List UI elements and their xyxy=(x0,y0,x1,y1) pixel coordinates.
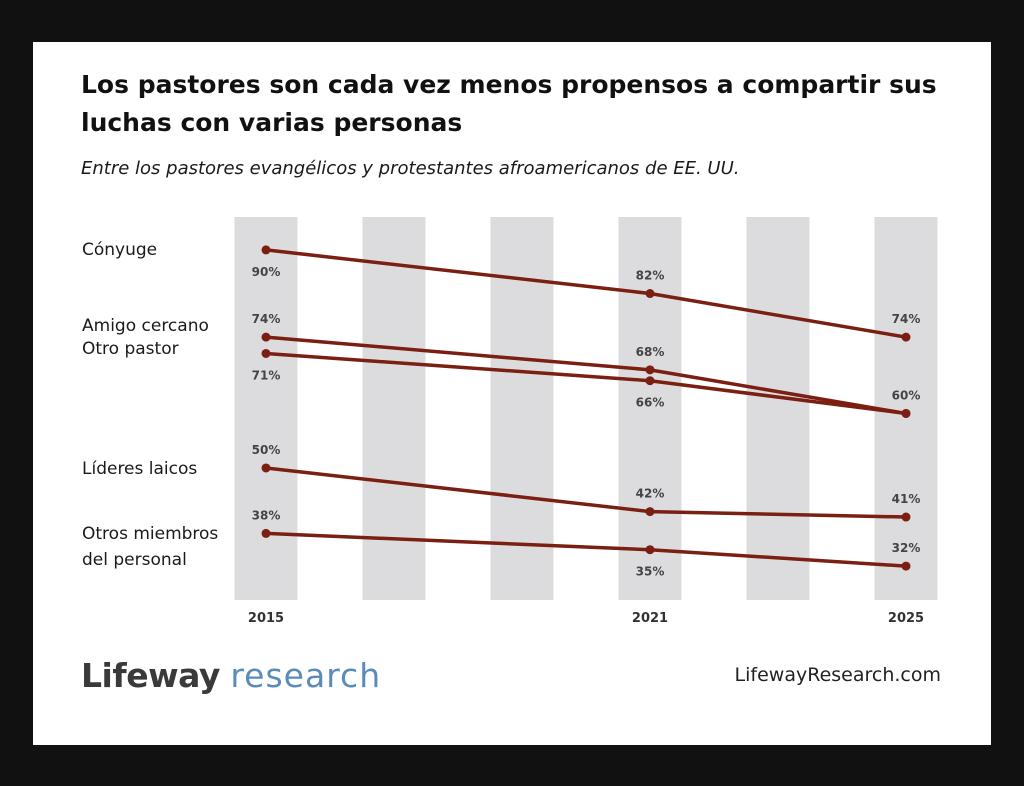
x-tick-label: 2015 xyxy=(248,611,284,626)
chart-title: Los pastores son cada vez menos propenso… xyxy=(81,70,937,137)
logo-lifeway-text: Lifeway xyxy=(81,656,220,695)
data-point xyxy=(901,408,911,418)
series-line xyxy=(265,248,907,339)
data-label: 68% xyxy=(636,345,665,359)
data-point xyxy=(645,545,655,555)
data-point xyxy=(261,528,271,538)
series-name-label: Otros miembros del personal xyxy=(82,524,218,570)
website-url: LifewayResearch.com xyxy=(734,664,941,686)
series-line xyxy=(265,531,907,568)
data-label: 66% xyxy=(636,396,665,410)
data-label: 42% xyxy=(636,487,665,501)
lifeway-research-logo: Lifeway research xyxy=(81,654,381,698)
series-name-label: Cónyuge xyxy=(82,240,157,260)
data-point xyxy=(261,463,271,473)
data-point xyxy=(645,376,655,386)
data-label: 60% xyxy=(892,388,921,402)
series-name-label: Amigo cercano xyxy=(82,316,209,336)
x-tick-label: 2025 xyxy=(888,611,924,626)
chart-subtitle: Entre los pastores evangélicos y protest… xyxy=(81,158,740,179)
data-point xyxy=(645,365,655,375)
series-line xyxy=(265,466,907,519)
grid-band xyxy=(618,217,682,600)
data-point xyxy=(645,289,655,299)
data-label: 74% xyxy=(252,312,281,326)
data-point xyxy=(261,332,271,342)
data-point xyxy=(901,332,911,342)
x-tick-label: 2021 xyxy=(632,611,668,626)
data-point xyxy=(261,245,271,255)
data-label: 41% xyxy=(892,492,921,506)
data-label: 82% xyxy=(636,269,665,283)
data-label: 90% xyxy=(252,265,281,279)
grid-band xyxy=(362,217,426,600)
data-label: 35% xyxy=(636,565,665,579)
data-label: 50% xyxy=(252,443,281,457)
series-line xyxy=(265,351,907,416)
data-point xyxy=(901,561,911,571)
data-point xyxy=(901,512,911,522)
chart-card: 2015 2021 2025 90% 82% 74% 74% 68% 60% 71% 66% 50% 4… xyxy=(33,42,991,745)
data-point xyxy=(261,348,271,358)
data-label: 71% xyxy=(252,368,281,382)
data-label: 32% xyxy=(892,541,921,555)
data-point xyxy=(645,507,655,517)
data-label: 74% xyxy=(892,312,921,326)
logo-research-text: research xyxy=(230,656,382,695)
series-name-label: Otro pastor xyxy=(82,339,179,359)
data-label: 38% xyxy=(252,508,281,522)
series-name-label: Líderes laicos xyxy=(82,459,197,479)
line-chart: 2015 2021 2025 90% 82% 74% 74% 68% 60% 71% 66% 50% 4… xyxy=(82,217,938,626)
grid-band xyxy=(746,217,810,600)
